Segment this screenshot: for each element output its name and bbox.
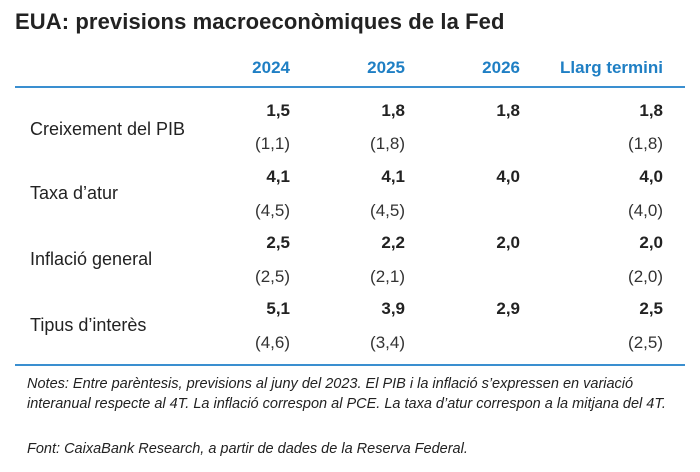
row-label-gdp: Creixement del PIB: [30, 119, 186, 139]
value-unemployment-2025: 4,1: [381, 167, 405, 186]
value-unemployment-long-term: 4,0: [639, 167, 663, 186]
previous-gdp-2025: (1,8): [370, 134, 405, 153]
previous-unemployment-2025: (4,5): [370, 201, 405, 220]
previous-interest-rate-long-term: (2,5): [628, 333, 663, 352]
previous-inflation-long-term: (2,0): [628, 267, 663, 286]
column-header-2025: 2025: [367, 58, 405, 77]
row-label-interest-rate: Tipus d’interès: [30, 315, 147, 335]
previous-inflation-2024: (2,5): [255, 267, 290, 286]
value-unemployment-2024: 4,1: [266, 167, 290, 186]
table-source: Font: CaixaBank Research, a partir de da…: [27, 441, 468, 457]
column-header-2024: 2024: [252, 58, 290, 77]
value-interest-rate-2024: 5,1: [266, 299, 290, 318]
value-inflation-2025: 2,2: [381, 233, 405, 252]
header-rule: [15, 86, 685, 88]
previous-gdp-2024: (1,1): [255, 134, 290, 153]
value-interest-rate-2026: 2,9: [496, 299, 520, 318]
previous-interest-rate-2025: (3,4): [370, 333, 405, 352]
value-unemployment-2026: 4,0: [496, 167, 520, 186]
value-gdp-2026: 1,8: [496, 101, 520, 120]
value-gdp-2025: 1,8: [381, 101, 405, 120]
previous-gdp-long-term: (1,8): [628, 134, 663, 153]
value-interest-rate-2025: 3,9: [381, 299, 405, 318]
previous-inflation-2025: (2,1): [370, 267, 405, 286]
value-interest-rate-long-term: 2,5: [639, 299, 663, 318]
previous-unemployment-long-term: (4,0): [628, 201, 663, 220]
value-gdp-long-term: 1,8: [639, 101, 663, 120]
row-label-unemployment: Taxa d’atur: [30, 183, 119, 203]
value-inflation-2026: 2,0: [496, 233, 520, 252]
footer-rule: [15, 364, 685, 366]
previous-interest-rate-2024: (4,6): [255, 333, 290, 352]
previous-unemployment-2024: (4,5): [255, 201, 290, 220]
row-label-inflation: Inflació general: [30, 249, 153, 269]
value-inflation-2024: 2,5: [266, 233, 290, 252]
value-inflation-long-term: 2,0: [639, 233, 663, 252]
table-title: EUA: previsions macroeconòmiques de la F…: [15, 9, 505, 34]
column-header-long-term: Llarg termini: [560, 58, 663, 77]
value-gdp-2024: 1,5: [266, 101, 290, 120]
table-notes: Notes: Entre parèntesis, previsions al j…: [27, 376, 666, 412]
column-header-2026: 2026: [482, 58, 520, 77]
